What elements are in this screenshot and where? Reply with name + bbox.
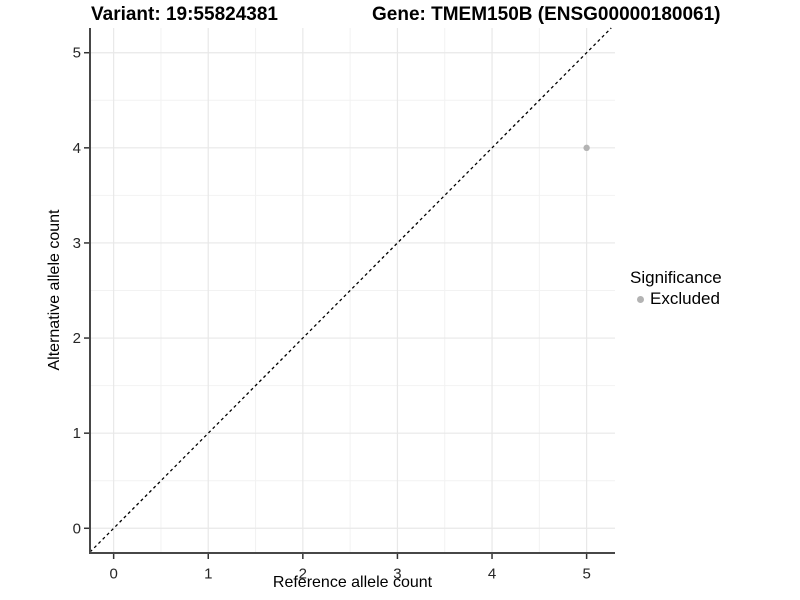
x-tick-label: 0 [109, 565, 117, 582]
y-tick-label: 1 [73, 425, 81, 442]
y-tick-label: 2 [73, 330, 81, 347]
y-tick-label: 4 [73, 140, 81, 157]
excluded-point-icon [637, 295, 644, 303]
y-tick-label: 5 [73, 45, 81, 62]
x-tick-label: 1 [204, 565, 212, 582]
x-axis-title: Reference allele count [272, 574, 433, 591]
legend-title: Significance [630, 268, 722, 287]
variant-title: Variant: 19:55824381 [91, 4, 278, 25]
y-tick-label: 3 [73, 235, 81, 252]
x-tick-label: 2 [299, 565, 307, 582]
y-axis-title: Alternative allele count [46, 209, 63, 371]
data-point-excluded [583, 144, 590, 152]
x-tick-label: 3 [393, 565, 401, 582]
y-tick-label: 0 [73, 520, 81, 537]
significance-legend: Significance Excluded [630, 268, 722, 308]
legend-entry-label: Excluded [650, 289, 720, 308]
x-tick-label: 5 [582, 565, 590, 582]
gene-title: Gene: TMEM150B (ENSG00000180061) [372, 4, 721, 25]
x-tick-label: 4 [488, 565, 496, 582]
legend-entry-excluded: Excluded [637, 290, 722, 308]
